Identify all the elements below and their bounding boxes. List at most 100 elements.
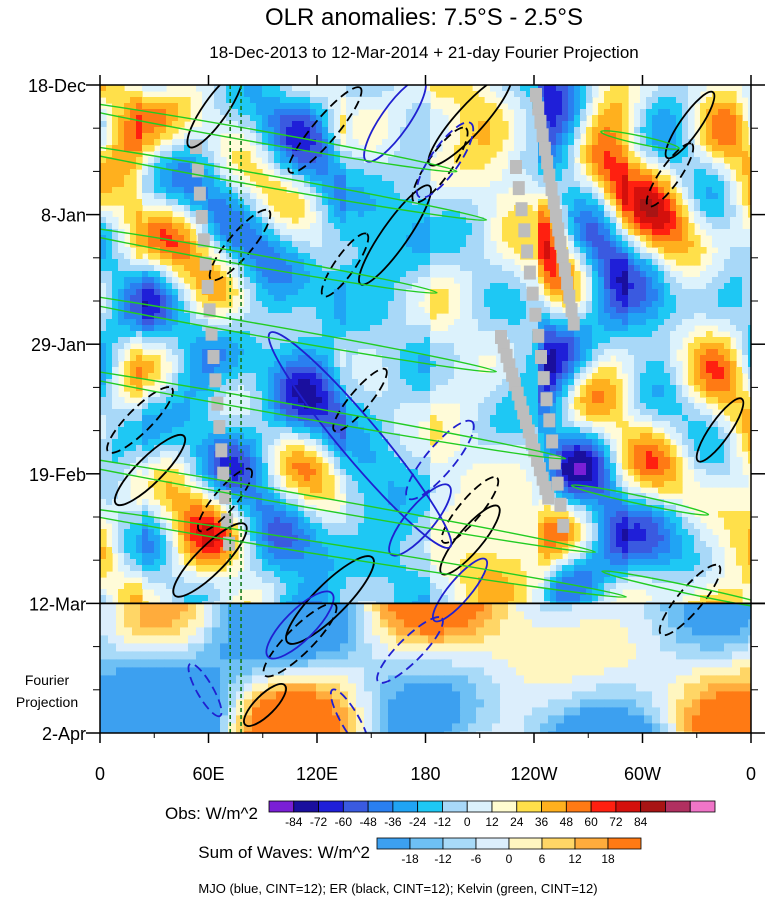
obs-cell (172, 247, 179, 254)
obs-cell (112, 259, 119, 266)
obs-cell (508, 211, 515, 218)
obs-cell (136, 133, 143, 140)
obs-cell (130, 259, 137, 266)
obs-cell (628, 307, 635, 314)
obs-cell (304, 163, 311, 170)
obs-cell (490, 181, 497, 188)
obs-cell (658, 241, 665, 248)
obs-cell (334, 205, 341, 212)
obs-cell (268, 97, 275, 104)
obs-cell (412, 373, 419, 380)
obs-cell (700, 385, 707, 392)
obs-cell (550, 151, 557, 158)
obs-cell (142, 289, 149, 296)
obs-cell (220, 355, 227, 362)
obs-cell (406, 361, 413, 368)
obs-cell (748, 343, 751, 350)
obs-cell (682, 103, 689, 110)
obs-cell (676, 163, 683, 170)
obs-cell (238, 121, 245, 128)
obs-cell (376, 187, 383, 194)
obs-cell (472, 133, 479, 140)
obs-cell (256, 391, 263, 398)
obs-cell (556, 373, 563, 380)
obs-cell (412, 343, 419, 350)
obs-cell (256, 211, 263, 218)
obs-cell (712, 97, 719, 104)
obs-cell (496, 181, 503, 188)
obs-cell (412, 259, 419, 266)
obs-cell (520, 175, 527, 182)
obs-cell (382, 271, 389, 278)
obs-cell (130, 193, 137, 200)
obs-cell (442, 367, 449, 374)
obs-cell (550, 349, 557, 356)
obs-cell (364, 193, 371, 200)
obs-cell (592, 91, 599, 98)
obs-cell (658, 283, 665, 290)
obs-cell (622, 325, 629, 332)
obs-cell (100, 151, 107, 158)
obs-cell (568, 109, 575, 116)
obs-cell (580, 151, 587, 158)
obs-cell (310, 283, 317, 290)
obs-cell (616, 271, 623, 278)
obs-cell (406, 259, 413, 266)
obs-cell (262, 187, 269, 194)
obs-cell (478, 259, 485, 266)
obs-cell (322, 307, 329, 314)
obs-cell (520, 217, 527, 224)
obs-cell (634, 103, 641, 110)
obs-cell (196, 205, 203, 212)
obs-cell (316, 373, 323, 380)
obs-cell (286, 355, 293, 362)
obs-cell (724, 151, 731, 158)
obs-cell (304, 391, 311, 398)
obs-cell (178, 283, 185, 290)
obs-cell (328, 271, 335, 278)
obs-cell (370, 301, 377, 308)
obs-cell (652, 181, 659, 188)
obs-cell (742, 259, 749, 266)
obs-cell (184, 373, 191, 380)
obs-cell (604, 295, 611, 302)
obs-cell (430, 271, 437, 278)
obs-cell (238, 325, 245, 332)
obs-cell (226, 289, 233, 296)
obs-cell (268, 391, 275, 398)
obs-cell (502, 181, 509, 188)
obs-cell (694, 301, 701, 308)
obs-cell (502, 265, 509, 272)
obs-cell (322, 295, 329, 302)
obs-cell (688, 367, 695, 374)
obs-cell (748, 301, 751, 308)
obs-cell (148, 241, 155, 248)
obs-cell (256, 367, 263, 374)
obs-cell (340, 115, 347, 122)
obs-cell (586, 283, 593, 290)
obs-cell (178, 145, 185, 152)
obs-cell (166, 355, 173, 362)
obs-cell (466, 91, 473, 98)
obs-cell (562, 139, 569, 146)
obs-cell (634, 175, 641, 182)
obs-cell (130, 367, 137, 374)
obs-cell (514, 127, 521, 134)
obs-cell (628, 253, 635, 260)
obs-cell (232, 115, 239, 122)
obs-cell (418, 157, 425, 164)
obs-cell (136, 145, 143, 152)
obs-cell (358, 175, 365, 182)
obs-cell (214, 241, 221, 248)
obs-cell (322, 187, 329, 194)
obs-cell (742, 349, 749, 356)
obs-cell (592, 229, 599, 236)
obs-cell (202, 121, 209, 128)
obs-cell (466, 385, 473, 392)
obs-cell (130, 271, 137, 278)
obs-cell (634, 139, 641, 146)
obs-cell (298, 319, 305, 326)
obs-cell (316, 103, 323, 110)
obs-cell (340, 379, 347, 386)
obs-cell (406, 241, 413, 248)
